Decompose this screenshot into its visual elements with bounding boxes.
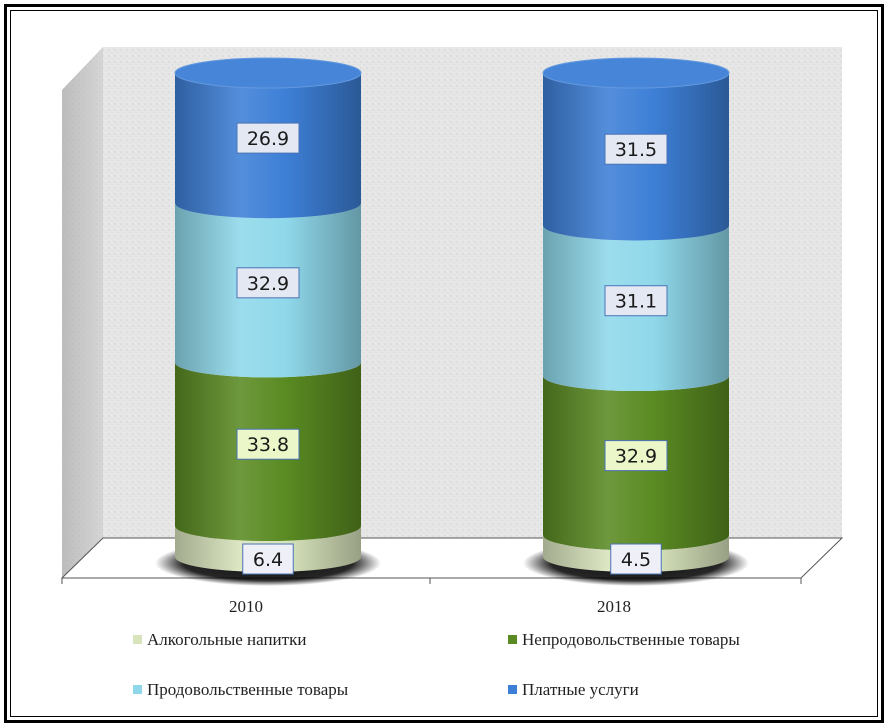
- data-label: 32.9: [615, 446, 657, 468]
- data-label: 31.5: [615, 139, 657, 161]
- legend-swatch: [133, 635, 142, 644]
- data-label: 4.5: [621, 549, 651, 571]
- legend-label: Платные услуги: [522, 680, 639, 699]
- chart-side-wall-shade: [62, 47, 103, 578]
- legend-label: Непродовольственные товары: [522, 630, 740, 649]
- legend-swatch: [508, 685, 517, 694]
- x-tick-label: 2018: [597, 597, 631, 616]
- legend-swatch: [508, 635, 517, 644]
- legend-label: Продовольственные товары: [147, 680, 349, 699]
- data-label-box: [236, 267, 300, 299]
- data-label-box: [242, 543, 294, 575]
- legend-label: Алкогольные напитки: [147, 630, 306, 649]
- data-label-box: [604, 133, 668, 165]
- data-label: 32.9: [247, 273, 289, 295]
- data-label: 6.4: [253, 549, 283, 571]
- legend-swatch: [133, 685, 142, 694]
- data-label-box: [604, 440, 668, 472]
- x-tick-label: 2010: [229, 597, 263, 616]
- data-label: 31.1: [615, 291, 657, 313]
- data-label-box: [236, 122, 300, 154]
- bar-top-cap: [174, 57, 362, 89]
- data-label: 26.9: [247, 128, 289, 150]
- data-label: 33.8: [247, 434, 289, 456]
- data-label-box: [610, 543, 662, 575]
- bar-top-cap: [542, 57, 730, 89]
- data-label-box: [236, 428, 300, 460]
- data-label-box: [604, 285, 668, 317]
